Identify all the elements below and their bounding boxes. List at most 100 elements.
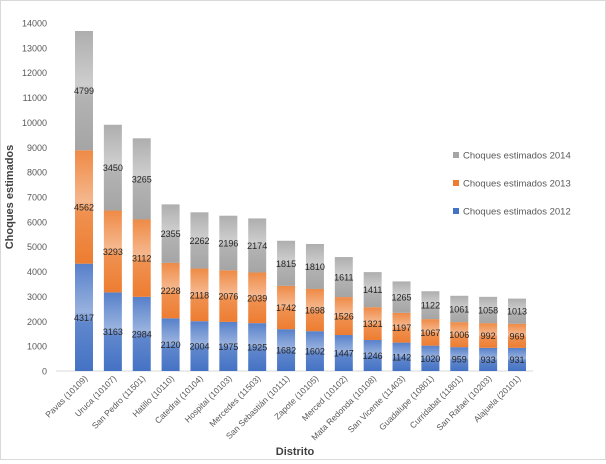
legend-label: Choques estimados 2012 <box>463 207 571 218</box>
data-label: 1925 <box>247 343 267 353</box>
bar-segment <box>305 288 324 332</box>
legend-swatch <box>453 208 459 214</box>
y-tick-label: 8000 <box>27 168 47 178</box>
bar-segment <box>219 215 238 271</box>
data-label: 1321 <box>363 319 383 329</box>
data-label: 1611 <box>334 273 353 283</box>
data-label: 2004 <box>189 342 209 352</box>
data-label: 2076 <box>218 292 238 302</box>
bar-segment <box>132 219 151 297</box>
data-label: 1067 <box>420 328 440 338</box>
legend-label: Choques estimados 2014 <box>463 151 571 162</box>
bar-segment <box>508 347 526 371</box>
data-label: 3265 <box>132 174 152 184</box>
bar-segment <box>392 281 411 313</box>
legend-label: Choques estimados 2013 <box>463 179 571 190</box>
y-tick-label: 14000 <box>22 19 47 29</box>
bar-segment <box>421 319 440 346</box>
data-label: 3450 <box>103 163 123 173</box>
bar-segment <box>334 297 353 336</box>
bar-segment <box>248 272 267 324</box>
bar-segment <box>219 270 238 322</box>
y-tick-label: 1000 <box>27 342 47 352</box>
y-tick-label: 6000 <box>27 217 47 227</box>
x-tick-label: Curridabat (11801) <box>408 373 465 430</box>
data-label: 2262 <box>189 236 209 246</box>
data-label: 2120 <box>161 340 181 350</box>
bar-segment <box>161 204 180 263</box>
bar-segment <box>277 240 296 286</box>
x-tick-label: Mercedes (11503) <box>207 373 263 429</box>
y-tick-label: 4000 <box>27 267 47 277</box>
data-label: 3293 <box>103 247 123 257</box>
bar-segment <box>392 342 411 371</box>
y-tick-label: 13000 <box>22 43 47 53</box>
bar-segment <box>219 321 238 371</box>
bar-segment <box>277 329 296 371</box>
data-label: 1698 <box>305 306 325 316</box>
bar-segment <box>305 243 324 289</box>
x-axis-title: Distrito <box>276 446 315 458</box>
bar-segment <box>103 124 122 211</box>
data-label: 959 <box>452 355 467 365</box>
data-label: 1447 <box>334 349 354 359</box>
data-label: 2118 <box>190 290 209 300</box>
legend-swatch <box>453 180 459 186</box>
bar-segment <box>75 150 93 264</box>
bar-segment <box>75 31 93 151</box>
bar-segment <box>103 292 122 371</box>
data-label: 2039 <box>247 293 267 303</box>
data-label: 3163 <box>103 327 123 337</box>
data-label: 1526 <box>334 312 354 322</box>
bar-segment <box>479 347 498 371</box>
bar-segment <box>363 340 382 371</box>
x-tick-labels: Pavas (10109)Uruca (10107)San Pedro (115… <box>43 373 522 442</box>
data-label: 1142 <box>392 352 411 362</box>
data-label: 4562 <box>74 202 94 212</box>
bar-segment <box>248 323 267 371</box>
data-label: 1810 <box>305 262 325 272</box>
bar-segment <box>132 138 151 220</box>
bar-segment <box>103 210 122 293</box>
y-tick-label: 2000 <box>27 317 47 327</box>
bar-segment <box>248 218 267 273</box>
bar-segment <box>479 323 498 348</box>
data-label: 931 <box>509 355 524 365</box>
bar-segment <box>450 347 469 371</box>
y-tick-label: 9000 <box>27 143 47 153</box>
data-label: 1682 <box>276 346 296 356</box>
data-label: 969 <box>509 331 524 341</box>
data-label: 992 <box>481 331 496 341</box>
data-label: 2196 <box>218 239 238 249</box>
bar-segment <box>161 318 180 371</box>
data-label: 2228 <box>161 286 181 296</box>
bar-segment <box>75 263 93 371</box>
bar-segment <box>190 212 209 269</box>
bar-segment <box>190 268 209 322</box>
bar-segment <box>421 291 440 320</box>
x-tick-label: San Pedro (11501) <box>90 373 148 431</box>
data-label: 1197 <box>392 323 411 333</box>
bar-segment <box>508 323 526 348</box>
bar-segment <box>132 296 151 371</box>
data-label: 1602 <box>305 347 325 357</box>
data-label: 1975 <box>218 342 238 352</box>
y-tick-label: 7000 <box>27 193 47 203</box>
y-tick-label: 10000 <box>22 118 47 128</box>
data-label: 1742 <box>276 303 296 313</box>
bar-segment <box>277 285 296 330</box>
data-label: 1122 <box>421 301 440 311</box>
data-label: 1815 <box>276 259 296 269</box>
data-label: 4317 <box>74 313 94 323</box>
bar-segment <box>334 257 353 298</box>
bar-segment <box>450 322 469 348</box>
data-label: 2984 <box>132 329 152 339</box>
bar-segment <box>421 345 440 371</box>
y-tick-label: 0 <box>42 367 47 377</box>
y-axis: 0 1000 2000 3000 4000 5000 6000 7000 8000 9000 100… <box>22 19 47 377</box>
bar-segment <box>305 331 324 371</box>
data-label: 2355 <box>161 229 181 239</box>
bar-segment <box>450 295 469 323</box>
bar-segment <box>363 307 382 341</box>
